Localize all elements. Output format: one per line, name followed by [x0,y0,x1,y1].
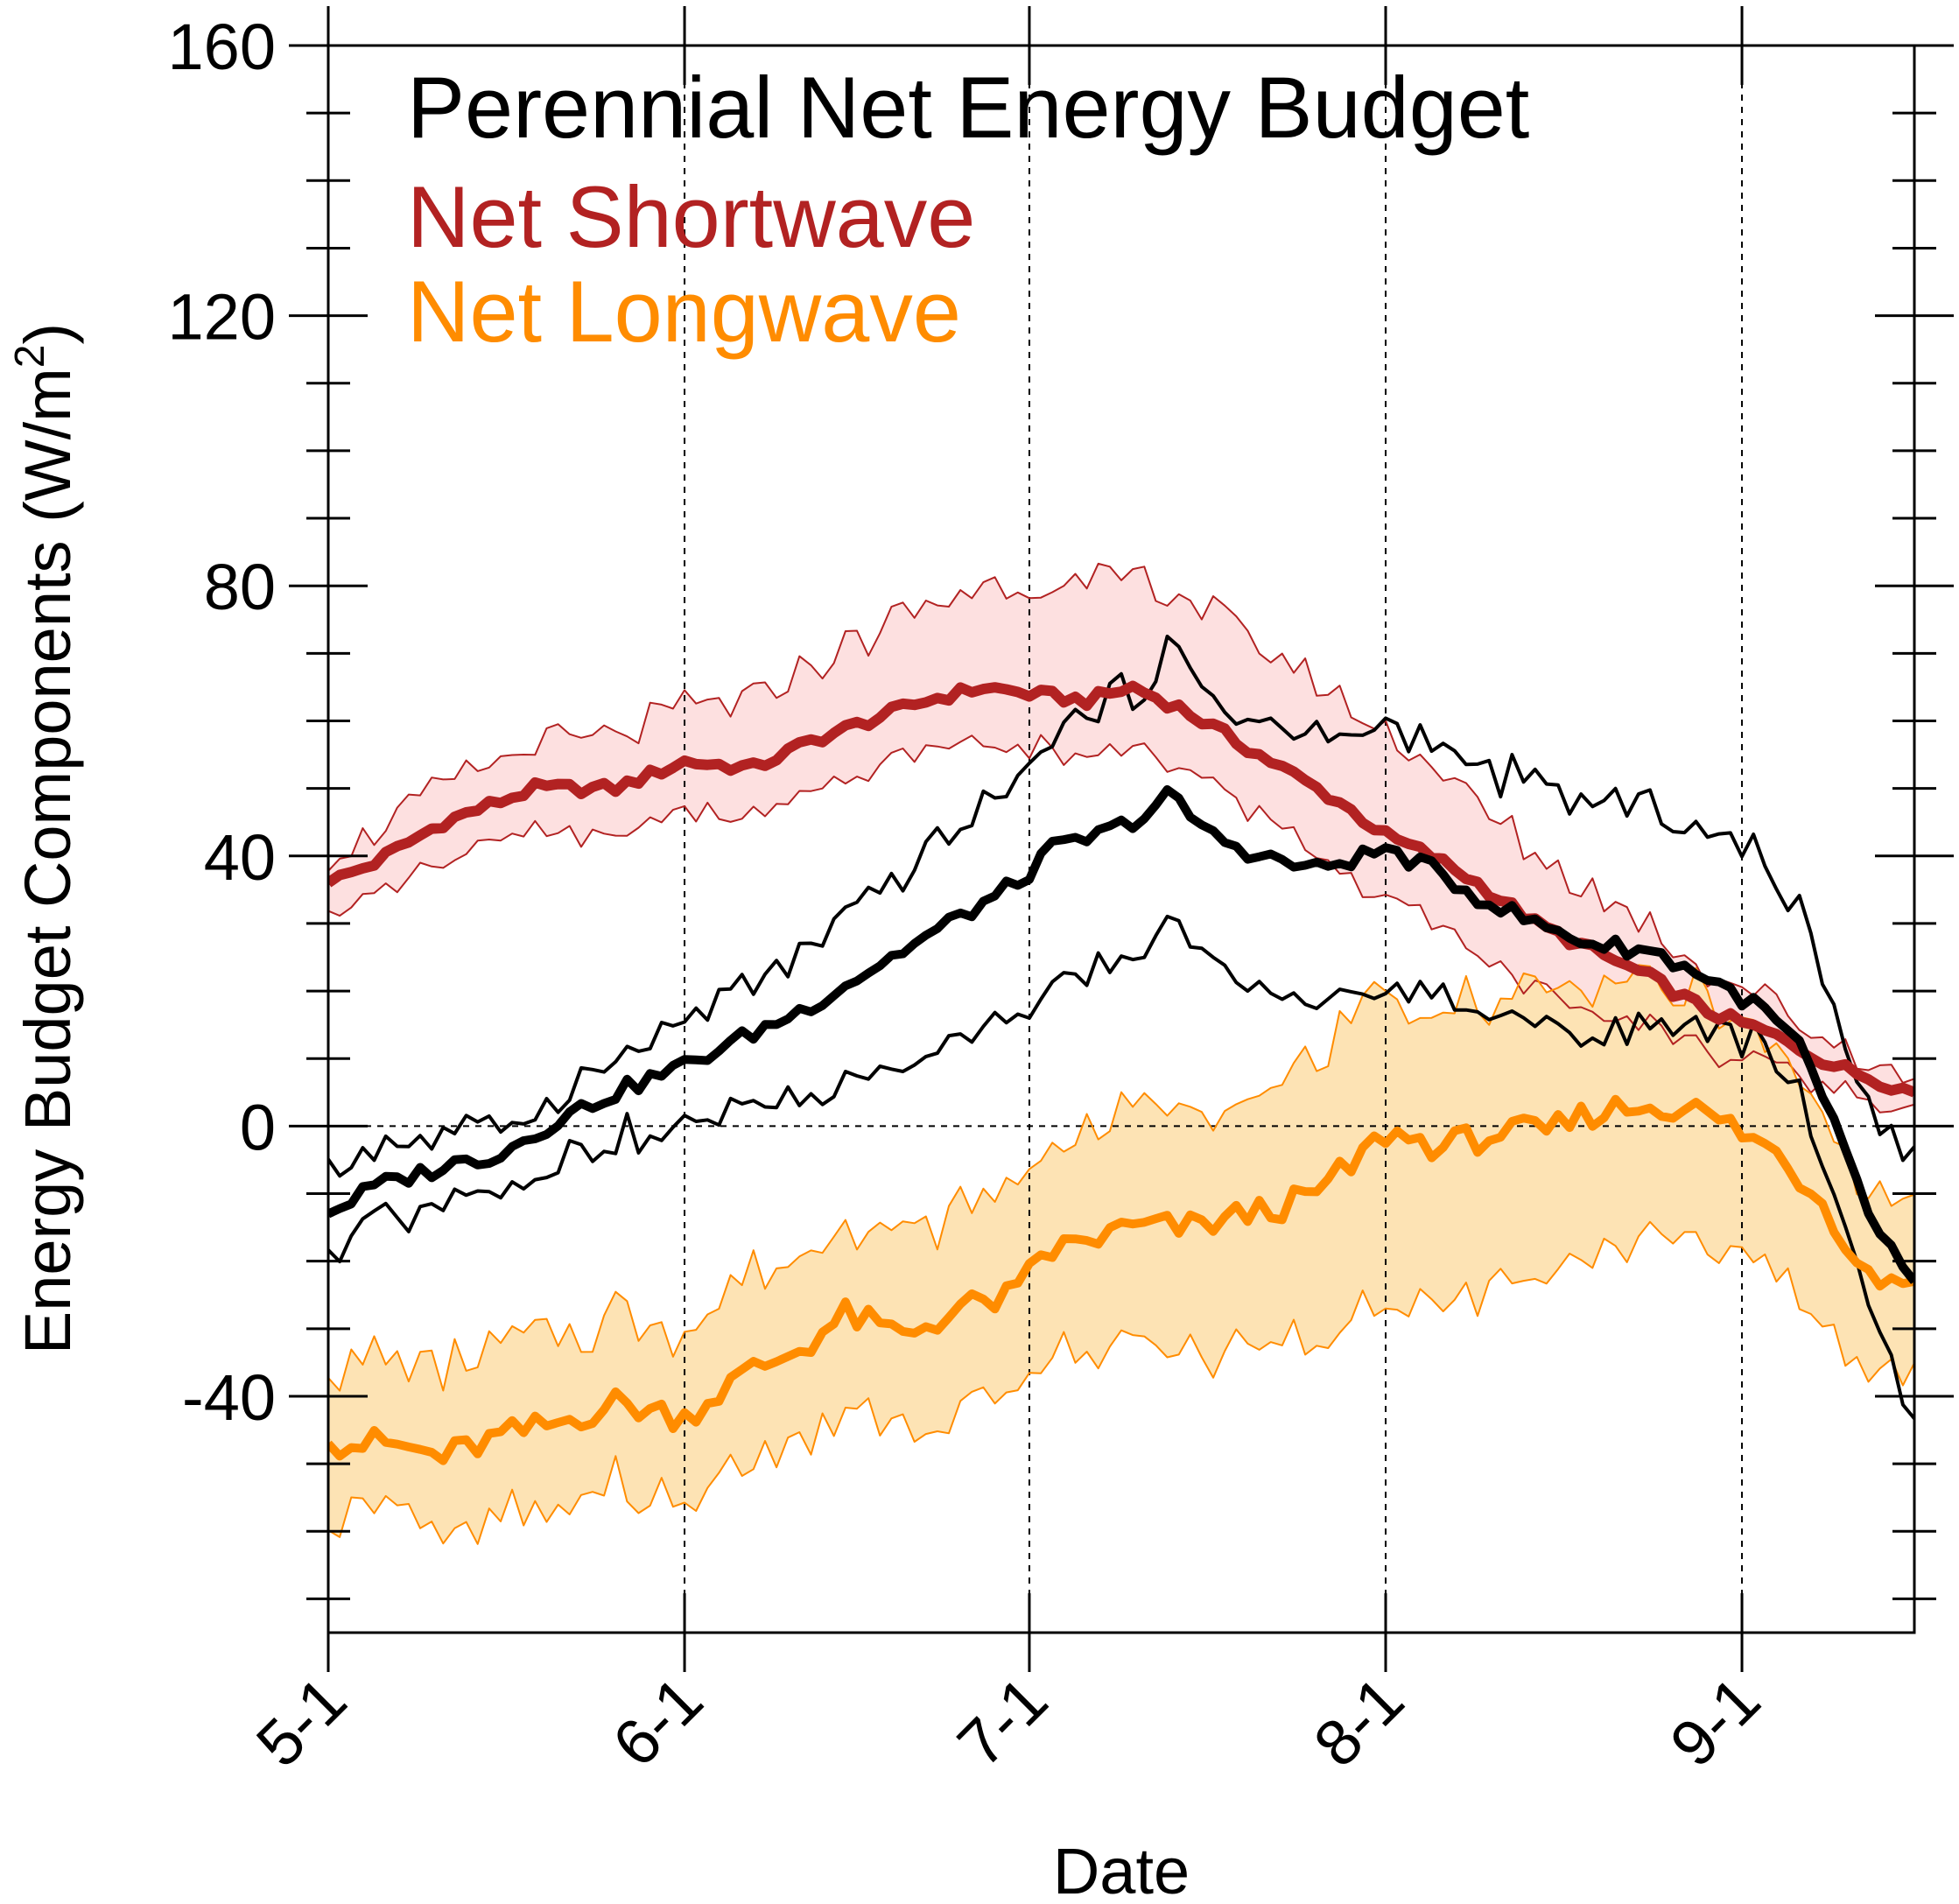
y-axis-title: Energy Budget Components (W/m2) [7,323,84,1354]
legend-net-longwave: Net Longwave [407,263,961,360]
y-tick-label: 80 [204,551,276,623]
x-tick-label: 8-1 [1300,1663,1417,1781]
x-tick-label: 5-1 [242,1663,360,1781]
net-longwave-range-band [328,965,1914,1544]
legend-net-shortwave: Net Shortwave [407,168,975,265]
x-tick-label: 9-1 [1656,1663,1773,1781]
y-tick-label: 160 [168,11,276,83]
plot-frame [326,44,1916,1634]
x-axis-title: Date [1053,1835,1190,1904]
net-shortwave-upper-line [328,562,1914,1084]
y-axis-title-close: ) [11,323,84,345]
net-shortwave-mean-line [328,680,1914,1098]
x-tick-label: 7-1 [944,1663,1061,1781]
net-shortwave-lower-line [328,734,1914,1114]
y-tick-label: 40 [204,821,276,894]
net-shortwave-range-band [328,563,1914,1113]
y-tick-label: 0 [240,1091,276,1163]
net-longwave-upper-line [328,964,1914,1392]
y-tick-label: -40 [182,1361,276,1434]
net-budget-upper-line [328,635,1914,1178]
net-budget-lower-line [328,914,1914,1420]
chart-title: Perennial Net Energy Budget [407,59,1529,156]
x-tick-label: 6-1 [599,1663,716,1781]
net-longwave-lower-line [328,1220,1914,1545]
y-axis-title-main: Energy Budget Components (W/m [11,368,84,1354]
y-axis-title-sup: 2 [7,345,53,369]
net-longwave-mean-line [328,1094,1914,1465]
y-axis: 160 120 80 40 0 -40 [168,11,1954,1600]
y-tick-label: 120 [168,281,276,354]
net-budget-mean-line [328,785,1914,1284]
